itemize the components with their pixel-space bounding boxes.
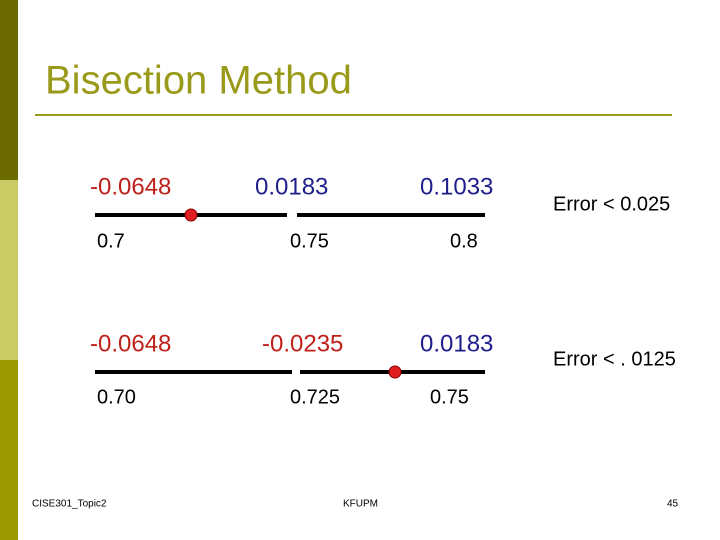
f-value: 0.0183 <box>255 173 328 200</box>
f-value: 0.0183 <box>420 330 493 357</box>
f-value: -0.0235 <box>262 330 343 357</box>
side-bar <box>0 180 18 360</box>
x-value: 0.7 <box>97 230 125 252</box>
f-value: 0.1033 <box>420 173 493 200</box>
x-value: 0.70 <box>97 386 136 408</box>
footer-center: KFUPM <box>343 499 378 510</box>
error-bound: Error < . 0125 <box>553 348 676 370</box>
x-value: 0.8 <box>450 230 478 252</box>
slide-title: Bisection Method <box>45 59 352 103</box>
x-value: 0.75 <box>430 386 469 408</box>
f-value: -0.0648 <box>90 330 171 357</box>
x-value: 0.75 <box>290 230 329 252</box>
x-value: 0.725 <box>290 386 340 408</box>
root-estimate <box>388 365 402 379</box>
f-value: -0.0648 <box>90 173 171 200</box>
root-estimate <box>184 208 198 222</box>
side-bar <box>0 360 18 540</box>
footer-left: CISE301_Topic2 <box>32 499 107 510</box>
side-bar <box>0 0 18 180</box>
error-bound: Error < 0.025 <box>553 193 670 215</box>
page-number: 45 <box>667 499 679 510</box>
